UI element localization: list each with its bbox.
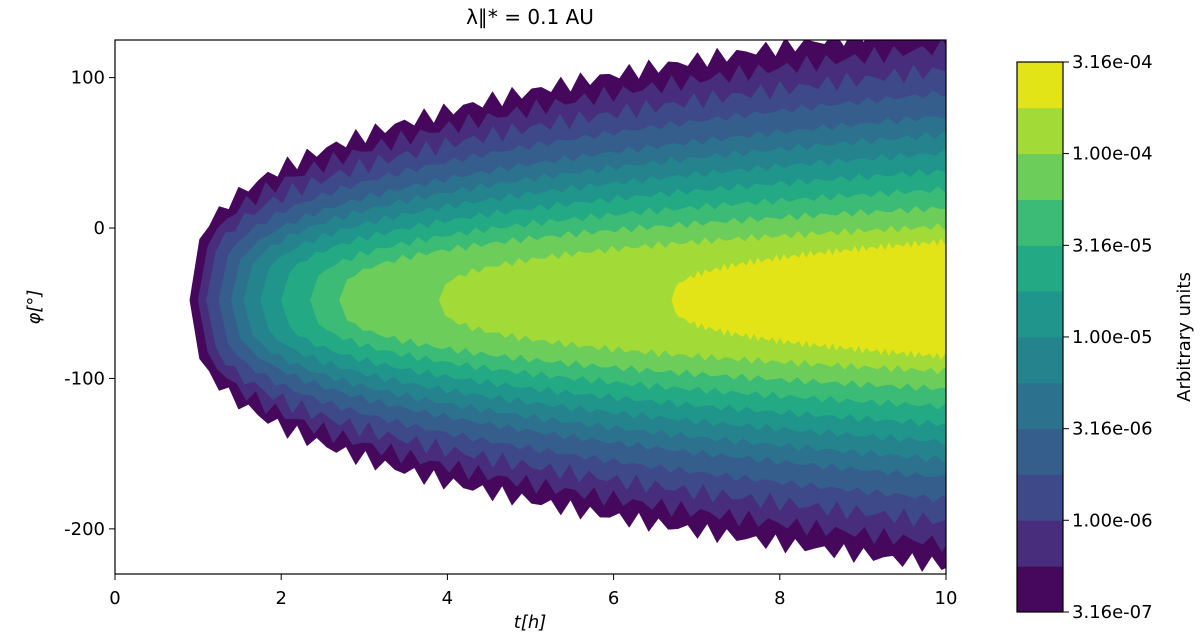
contour-band [671, 238, 946, 361]
colorbar-band [1017, 153, 1063, 200]
colorbar-band [1017, 199, 1063, 246]
colorbar-tick-label: 3.16e-04 [1072, 52, 1153, 73]
y-tick-label: -100 [64, 368, 105, 389]
x-tick-label: 4 [442, 588, 453, 609]
x-tick-label: 8 [774, 588, 785, 609]
y-tick-label: 0 [94, 218, 105, 239]
plot-frame [114, 39, 947, 575]
colorbar-band [1017, 107, 1063, 155]
colorbar-tick-label: 3.16e-05 [1072, 235, 1153, 256]
x-tick-label: 2 [275, 588, 286, 609]
colorbar-tick-label: 3.16e-06 [1072, 419, 1153, 440]
colorbar-tick-label: 1.00e-05 [1072, 327, 1153, 348]
x-axis-label: t[h] [514, 612, 547, 633]
colorbar-band [1017, 336, 1063, 384]
colorbar-band [1017, 382, 1063, 430]
x-tick-label: 0 [109, 588, 120, 609]
contour-area [189, 40, 946, 573]
colorbar-band [1017, 428, 1063, 475]
colorbar-band [1017, 62, 1063, 109]
colorbar-band [1017, 520, 1063, 567]
colorbar-band [1017, 291, 1063, 338]
colorbar-band [1017, 474, 1063, 521]
x-tick-label: 10 [935, 588, 958, 609]
colorbar-label: Arbitrary units [1174, 272, 1195, 402]
colorbar-band [1017, 566, 1063, 613]
colorbar-tick-label: 1.00e-06 [1072, 510, 1153, 531]
y-tick-label: -200 [64, 519, 105, 540]
colorbar-tick-label: 3.16e-07 [1072, 602, 1153, 623]
chart-title: λ∥* = 0.1 AU [466, 5, 594, 29]
x-tick-label: 6 [608, 588, 619, 609]
colorbar-tick-label: 1.00e-04 [1072, 144, 1153, 165]
y-axis-label: φ[°] [24, 290, 45, 325]
y-tick-label: 100 [71, 68, 105, 89]
colorbar-band [1017, 245, 1063, 292]
